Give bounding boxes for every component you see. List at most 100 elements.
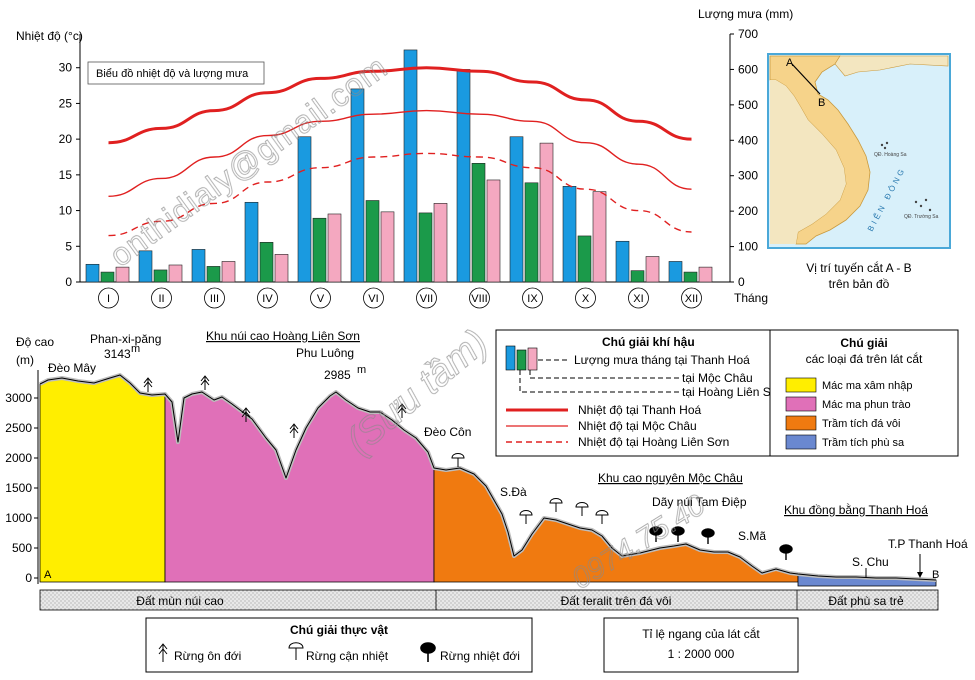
rain-bar (380, 211, 395, 283)
rain-bar (350, 88, 365, 283)
legend-rain-hls-label: tại Hoàng Liên Sơn (682, 385, 785, 399)
rain-bar (153, 269, 168, 283)
left-tick-label: 20 (59, 132, 73, 146)
elevation-ticks: 0 500 1000 1500 2000 2500 3000 (5, 391, 38, 585)
temperature-lines (108, 66, 692, 237)
month-badge (416, 287, 437, 309)
profile-point-a: A (44, 569, 52, 581)
subtropical-tree-icon (575, 502, 589, 516)
rain-bar (486, 179, 501, 283)
vegetation-legend: Chú giải thực vật Rừng ôn đới Rừng cận n… (145, 617, 533, 673)
rain-bar (168, 264, 183, 283)
swatch-volcanic (785, 396, 817, 412)
elevation-tick-label: 1000 (5, 511, 32, 525)
subtropical-tree-icon (595, 510, 609, 524)
granite-layer (39, 374, 166, 583)
rain-bar (85, 263, 100, 283)
vegetation-legend-title: Chú giải thực vật (290, 623, 388, 637)
elevation-unit: (m) (16, 353, 34, 367)
right-tick-label: 200 (738, 204, 758, 218)
right-axis-label: Lượng mưa (mm) (698, 7, 793, 21)
elevation-tick-label: 2000 (5, 451, 32, 465)
rain-bar (418, 212, 433, 283)
rain-bar (327, 213, 342, 283)
rain-bar (297, 136, 312, 283)
chart-title: Biểu đồ nhiệt độ và lượng mưa (96, 68, 249, 80)
song-da-label: S.Đà (500, 485, 527, 499)
pine-tree-icon (289, 423, 299, 438)
tp-thanh-hoa-label: T.P Thanh Hoá (888, 537, 968, 551)
left-axis-label: Nhiệt độ (°c) (16, 29, 83, 43)
month-badge (98, 287, 119, 309)
climate-legend-box (495, 329, 771, 457)
veg-tropical-label: Rừng nhiệt đới (440, 649, 520, 663)
rock-legend-title-1: Chú giải (840, 336, 887, 350)
rain-bar (191, 249, 206, 283)
month-label: III (210, 293, 219, 305)
rain-bar (645, 256, 660, 283)
tropical-tree-icon (701, 528, 715, 544)
cross-section: Độ cao (m) 0 500 1000 1500 2000 2500 3000 (5, 329, 968, 611)
subtropical-forest-icons (451, 453, 609, 524)
vegetation-legend-box (145, 617, 533, 673)
map-caption-line-1: Vị trí tuyến cắt A - B (806, 260, 911, 275)
rain-bars (85, 49, 713, 283)
month-badge (681, 287, 702, 309)
tropical-forest-icons (649, 526, 793, 560)
rain-bar (100, 271, 115, 283)
scale-value: 1 : 2000 000 (668, 647, 735, 661)
rain-bar (698, 266, 713, 283)
section-line (791, 63, 821, 95)
pine-tree-icon (200, 375, 210, 390)
rain-bar (365, 200, 380, 283)
rain-bar (138, 250, 153, 283)
month-label: I (107, 293, 110, 305)
month-label: VII (420, 293, 433, 305)
profile-point-b: B (932, 569, 939, 581)
pine-tree-icon (241, 407, 251, 422)
rain-bar (509, 136, 524, 283)
swatch-limestone (785, 415, 817, 431)
zone-thanh-hoa: Khu đồng bằng Thanh Hoá (784, 502, 928, 517)
right-tick-label: 100 (738, 240, 758, 254)
pine-tree-icon (397, 403, 407, 418)
rain-bar (562, 186, 577, 283)
month-label: XI (633, 293, 643, 305)
map-caption-line-2: trên bản đồ (829, 277, 890, 291)
map-point-b: B (818, 97, 825, 109)
elevation-tick-label: 0 (25, 571, 32, 585)
swatch-granite (785, 377, 817, 393)
laos-cambodia-land (770, 80, 846, 244)
tam-diep-label: Dãy núi Tam Điệp (652, 495, 747, 509)
rain-bar (577, 235, 592, 283)
rain-bar (539, 142, 554, 283)
soil-alluvial: Đất phù sa trẻ (828, 594, 904, 608)
right-tick-label: 400 (738, 133, 758, 147)
month-label: VI (368, 293, 378, 305)
scale-box-frame (603, 617, 799, 673)
rain-bar (274, 254, 289, 283)
veg-temperate-label: Rừng ôn đới (174, 649, 241, 663)
rain-bar (668, 261, 683, 283)
legend-rain-mc-label: tại Mộc Châu (682, 371, 753, 385)
pine-tree-icon (143, 377, 153, 392)
rain-bar (433, 203, 448, 283)
paracel-islands: QĐ. Hoàng Sa (874, 141, 907, 158)
subtropical-tree-icon (519, 510, 533, 524)
phu-luong-unit: m (357, 364, 366, 376)
month-label: IX (527, 293, 538, 305)
month-badge (151, 287, 172, 309)
phan-xi-pang-label: Phan-xi-păng (90, 332, 161, 346)
chart-title-box (87, 61, 265, 85)
zone-moc-chau: Khu cao nguyên Mộc Châu (598, 471, 743, 485)
rain-bar (456, 69, 471, 283)
soil-feralit: Đất feralit trên đá vôi (561, 594, 672, 608)
song-chu-label: S. Chu (852, 555, 889, 569)
phu-luong-height: 2985 (324, 368, 351, 382)
neighbor-land (834, 55, 949, 77)
right-tick-label: 0 (738, 275, 745, 289)
rain-bar (259, 242, 274, 283)
month-label: XII (685, 293, 698, 305)
veg-subtropical-label: Rừng cận nhiệt (306, 649, 389, 663)
tp-pointer-arrow (917, 572, 923, 578)
